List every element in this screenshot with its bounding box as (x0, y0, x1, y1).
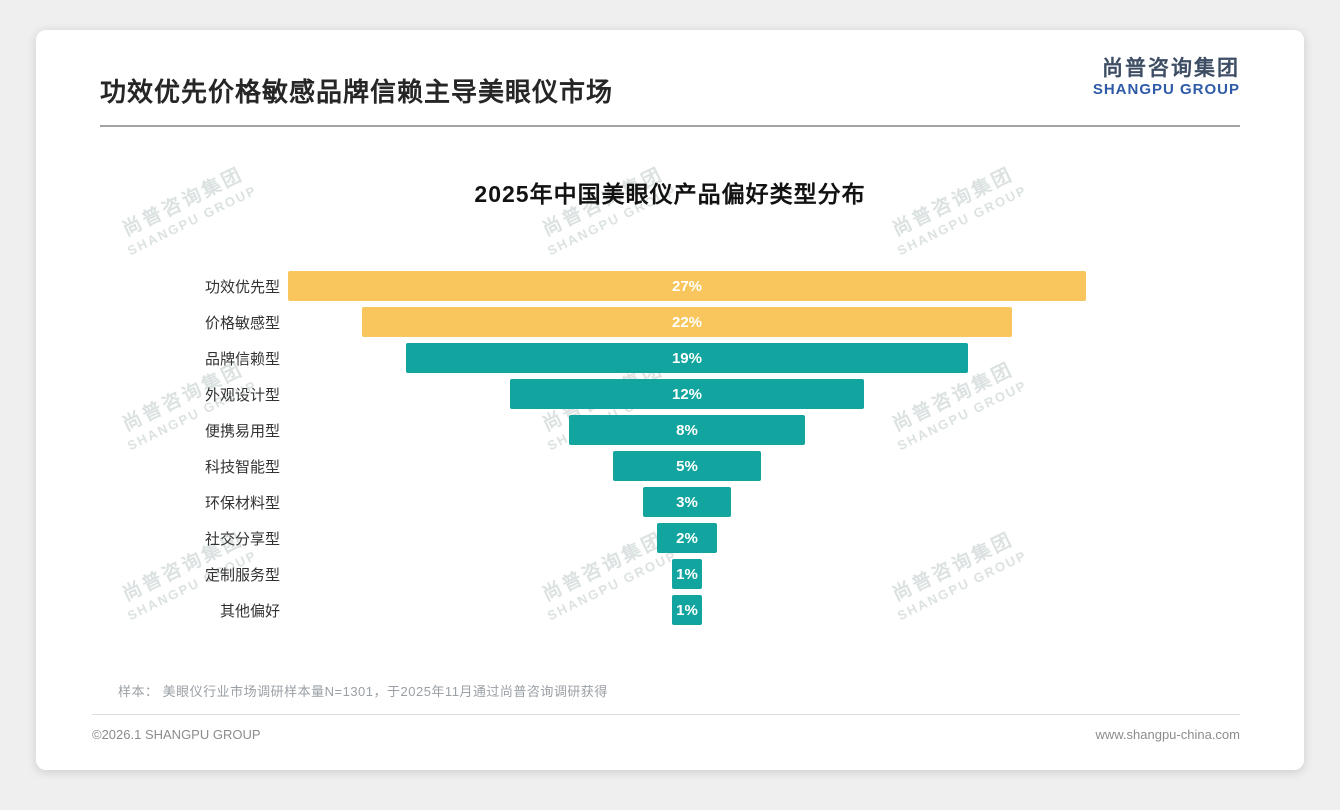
page-title: 功效优先价格敏感品牌信赖主导美眼仪市场 (100, 77, 614, 107)
bar-track: 2% (288, 523, 1086, 553)
category-label: 品牌信赖型 (204, 350, 280, 368)
chart-row: 社交分享型 2% (100, 523, 1240, 553)
bar: 22% (361, 307, 1013, 337)
bar: 3% (642, 487, 732, 517)
category-label: 定制服务型 (204, 566, 280, 584)
bar-value-label: 5% (676, 457, 698, 475)
category-label: 便携易用型 (204, 422, 280, 440)
slide-card: 功效优先价格敏感品牌信赖主导美眼仪市场 尚普咨询集团 SHANGPU GROUP… (36, 30, 1304, 770)
bar-value-label: 8% (676, 421, 698, 439)
chart-title: 2025年中国美眼仪产品偏好类型分布 (474, 181, 866, 207)
bar-track: 12% (288, 379, 1086, 409)
bar-value-label: 1% (676, 601, 698, 619)
footer-copyright: ©2026.1 SHANGPU GROUP (92, 727, 261, 742)
category-label: 其他偏好 (219, 602, 280, 620)
bar-value-label: 19% (671, 349, 702, 367)
logo-text-en: SHANGPU GROUP (1092, 81, 1240, 99)
bar-track: 27% (288, 271, 1086, 301)
bar-value-label: 22% (671, 313, 703, 331)
bar-track: 19% (288, 343, 1086, 373)
bar-value-label: 27% (671, 277, 703, 295)
bar: 19% (406, 343, 968, 373)
bar: 1% (672, 559, 702, 589)
bar-track: 5% (288, 451, 1086, 481)
chart-row: 价格敏感型 22% (100, 307, 1240, 337)
chart-row: 品牌信赖型 19% (100, 343, 1240, 373)
category-label: 外观设计型 (204, 386, 280, 404)
chart-row: 定制服务型 1% (100, 559, 1240, 589)
company-logo: 尚普咨询集团 SHANGPU GROUP (1093, 56, 1240, 99)
chart-row: 环保材料型 3% (100, 487, 1240, 517)
category-label: 环保材料型 (204, 494, 280, 512)
chart-row: 其他偏好 1% (100, 595, 1240, 625)
chart-row: 外观设计型 12% (100, 379, 1240, 409)
category-label: 功效优先型 (204, 278, 280, 296)
bar: 2% (657, 523, 717, 553)
bar: 27% (288, 271, 1086, 301)
bar: 5% (613, 451, 761, 481)
sample-note: 样本： 美眼仪行业市场调研样本量N=1301，于2025年11月通过尚普咨询调研… (118, 684, 608, 699)
logo-text-cn: 尚普咨询集团 (1102, 57, 1240, 80)
bar: 12% (509, 379, 865, 409)
bar: 1% (672, 595, 702, 625)
bar-track: 3% (288, 487, 1086, 517)
chart-row: 便携易用型 8% (100, 415, 1240, 445)
category-label: 价格敏感型 (204, 314, 280, 332)
header: 功效优先价格敏感品牌信赖主导美眼仪市场 尚普咨询集团 SHANGPU GROUP (100, 56, 1240, 127)
chart-rows: 功效优先型 27% 价格敏感型 22% 品牌信赖型 19% 外观设计型 12% 便携易用型 8% 科… (100, 271, 1240, 625)
bar-track: 1% (288, 559, 1086, 589)
bar-track: 1% (288, 595, 1086, 625)
bar-track: 8% (288, 415, 1086, 445)
bar-value-label: 1% (676, 565, 698, 583)
funnel-bar-chart: 功效优先型 27% 价格敏感型 22% 品牌信赖型 19% 外观设计型 12% 便携易用型 8% 科… (100, 271, 1240, 625)
bar-track: 22% (288, 307, 1086, 337)
category-label: 社交分享型 (204, 530, 280, 548)
bar-value-label: 2% (676, 529, 698, 547)
bar: 8% (568, 415, 806, 445)
chart-row: 科技智能型 5% (100, 451, 1240, 481)
footer-website: www.shangpu-china.com (1095, 727, 1240, 742)
category-label: 科技智能型 (204, 458, 280, 476)
bar-value-label: 12% (671, 385, 703, 403)
chart-row: 功效优先型 27% (100, 271, 1240, 301)
bar-value-label: 3% (676, 493, 698, 511)
footer: ©2026.1 SHANGPU GROUP www.shangpu-china.… (92, 714, 1240, 770)
